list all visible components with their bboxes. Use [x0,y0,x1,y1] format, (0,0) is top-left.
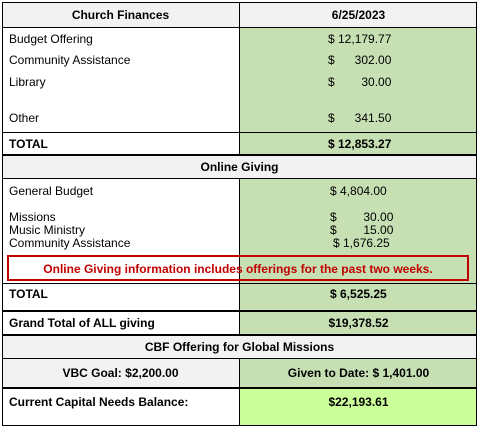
online-giving-block: General Budget Missions Music Ministry C… [2,178,477,283]
sheet-title: Church Finances [71,8,170,22]
music-ministry-label: Music Ministry [9,223,86,237]
other-value: $ 341.50 [328,111,392,125]
online-giving-note: Online Giving information includes offer… [7,255,469,281]
missions-label: Missions [9,210,56,224]
other-label: Other [9,111,40,125]
online-giving-title-row: Online Giving [2,154,477,178]
cbf-values-row: VBC Goal: $2,200.00 Given to Date: $ 1,4… [2,358,477,387]
grand-total-row: Grand Total of ALL giving $19,378.52 [2,310,477,334]
online-total-value: $ 6,525.25 [330,287,387,301]
online-giving-note-text: Online Giving information includes offer… [43,262,433,276]
capital-needs-row: Current Capital Needs Balance: $22,193.6… [2,387,477,426]
header-row: Church Finances 6/25/2023 [2,2,477,27]
music-ministry-value: $ 15.00 [330,223,394,237]
finances-total-label: TOTAL [9,137,48,151]
online-total-row: TOTAL $ 6,525.25 [2,283,477,310]
finances-total-row: TOTAL $ 12,853.27 [2,132,477,154]
finances-total-value: $ 12,853.27 [328,137,392,151]
library-label: Library [9,75,46,89]
community-assistance-label: Community Assistance [9,53,131,67]
cbf-title-row: CBF Offering for Global Missions [2,334,477,358]
vbc-goal: VBC Goal: $2,200.00 [62,366,179,380]
general-budget-label: General Budget [9,184,94,198]
grand-total-value: $19,378.52 [328,316,389,330]
online-total-label: TOTAL [9,287,48,301]
online-community-assistance-label: Community Assistance [9,236,131,250]
general-budget-value: $ 4,804.00 [330,184,387,198]
budget-offering-value: $ 12,179.77 [328,32,392,46]
capital-needs-value: $22,193.61 [328,395,389,409]
finances-block: Budget Offering Community Assistance Lib… [2,27,477,132]
capital-needs-label: Current Capital Needs Balance: [9,395,189,409]
given-to-date: Given to Date: $ 1,401.00 [287,366,430,380]
table-frame [2,2,477,426]
community-assistance-value: $ 302.00 [328,53,392,67]
report-date: 6/25/2023 [331,8,386,22]
online-community-assistance-value: $ 1,676.25 [333,236,390,250]
budget-offering-label: Budget Offering [9,32,93,46]
grand-total-label: Grand Total of ALL giving [9,316,155,330]
online-giving-title: Online Giving [200,160,279,174]
cbf-title: CBF Offering for Global Missions [144,340,335,354]
library-value: $ 30.00 [328,75,392,89]
missions-value: $ 30.00 [330,210,394,224]
